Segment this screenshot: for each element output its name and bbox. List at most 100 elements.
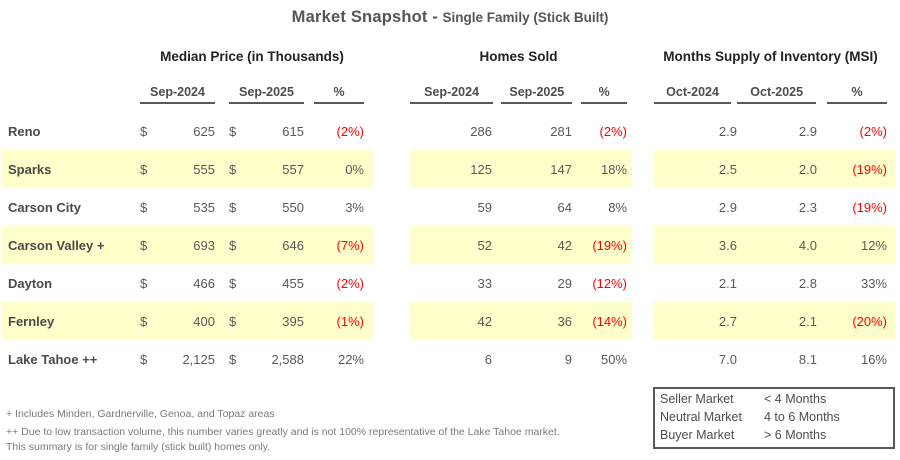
msi-2024-value: 3.6 <box>718 237 737 253</box>
table-row: Lake Tahoe ++ $ 2,125 $ 2,588 22% 6 9 50… <box>2 340 898 378</box>
report-subtitle: Single Family (Stick Built) <box>442 10 609 25</box>
homes-sold-2024-value: 33 <box>477 275 492 291</box>
median-col-sep2024: Sep-2024 <box>140 85 215 104</box>
footnote-lake-tahoe: ++ Due to low transaction volume, this n… <box>6 426 560 438</box>
median-price-title: Median Price (in Thousands) <box>160 48 344 64</box>
median-price-pct-change: (2%) <box>336 275 364 291</box>
row-homes-sold-cells: 59 64 8% <box>410 188 632 226</box>
median-price-2024-value: 400 <box>193 313 215 329</box>
table-row: Carson Valley + $ 693 $ 646 (7%) 52 42 (… <box>2 226 898 264</box>
row-msi-cells: 2.9 2.9 (2%) <box>654 112 895 150</box>
msi-columns: Oct-2024 Oct-2025 % <box>654 82 895 106</box>
median-price-2024-value: 625 <box>193 123 215 139</box>
median-col-pct: % <box>314 85 364 104</box>
row-homes-sold-cells: 125 147 18% <box>410 150 632 188</box>
median-price-2024-value: 2,125 <box>182 351 215 367</box>
median-price-pct-change: 3% <box>345 199 364 215</box>
dollar-sign: $ <box>140 313 148 329</box>
row-homes-sold-cells: 33 29 (12%) <box>410 264 632 302</box>
dollar-sign: $ <box>140 237 148 253</box>
dollar-sign: $ <box>140 161 148 177</box>
msi-title: Months Supply of Inventory (MSI) <box>663 48 878 64</box>
homes-sold-2025-value: 147 <box>550 161 572 177</box>
footnote-summary-scope: This summary is for single family (stick… <box>6 441 271 453</box>
homes-sold-pct-change: (14%) <box>592 313 627 329</box>
median-price-pct-change: (7%) <box>336 237 364 253</box>
median-price-2025-value: 557 <box>282 161 304 177</box>
section-titles-row: Median Price (in Thousands) Homes Sold M… <box>2 46 898 66</box>
region-label: Carson Valley + <box>8 237 105 253</box>
homes-sold-2024-value: 6 <box>484 351 492 367</box>
legend-row-neutral: Neutral Market 4 to 6 Months <box>660 410 888 426</box>
row-homes-sold-cells: 286 281 (2%) <box>410 112 632 150</box>
dollar-sign: $ <box>229 161 237 177</box>
dollar-sign: $ <box>140 275 148 291</box>
msi-2025-value: 2.0 <box>798 161 817 177</box>
median-price-2025-value: 646 <box>282 237 304 253</box>
dollar-sign: $ <box>140 199 148 215</box>
row-msi-cells: 2.1 2.8 33% <box>654 264 895 302</box>
seller-market-range: < 4 Months <box>764 392 827 407</box>
row-median-price-cells: Carson City $ 535 $ 550 3% <box>2 188 374 226</box>
median-price-2025-value: 395 <box>282 313 304 329</box>
msi-pct-change: 12% <box>860 237 887 253</box>
homes-sold-columns: Sep-2024 Sep-2025 % <box>410 82 632 106</box>
homes-col-sep2025: Sep-2025 <box>501 85 573 104</box>
homes-sold-2025-value: 281 <box>550 123 572 139</box>
median-price-pct-change: 22% <box>337 351 364 367</box>
dollar-sign: $ <box>229 275 237 291</box>
dollar-sign: $ <box>229 123 237 139</box>
msi-2024-value: 2.9 <box>718 199 737 215</box>
median-price-2025-value: 550 <box>282 199 304 215</box>
row-msi-cells: 3.6 4.0 12% <box>654 226 895 264</box>
row-median-price-cells: Fernley $ 400 $ 395 (1%) <box>2 302 374 340</box>
median-price-2024-value: 555 <box>193 161 215 177</box>
row-msi-cells: 2.9 2.3 (19%) <box>654 188 895 226</box>
homes-sold-2024-value: 59 <box>477 199 492 215</box>
row-median-price-cells: Lake Tahoe ++ $ 2,125 $ 2,588 22% <box>2 340 374 378</box>
median-price-section-header: Median Price (in Thousands) <box>2 46 374 66</box>
msi-2025-value: 4.0 <box>798 237 817 253</box>
median-col-sep2025: Sep-2025 <box>229 85 304 104</box>
row-homes-sold-cells: 6 9 50% <box>410 340 632 378</box>
report-title: Market Snapshot - <box>291 8 439 26</box>
homes-sold-pct-change: (2%) <box>599 123 627 139</box>
msi-2024-value: 2.9 <box>718 123 737 139</box>
median-price-2025-value: 2,588 <box>271 351 304 367</box>
median-price-pct-change: 0% <box>345 161 364 177</box>
homes-sold-section-header: Homes Sold <box>410 46 632 66</box>
column-headers-row: Sep-2024 Sep-2025 % Sep-2024 Sep-2025 % … <box>2 82 898 106</box>
table-row: Sparks $ 555 $ 557 0% 125 147 18% 2.5 2.… <box>2 150 898 188</box>
homes-sold-2025-value: 42 <box>557 237 572 253</box>
table-rows: Reno $ 625 $ 615 (2%) 286 281 (2%) 2.9 2… <box>2 112 898 378</box>
msi-2025-value: 2.9 <box>798 123 817 139</box>
neutral-market-range: 4 to 6 Months <box>764 410 840 425</box>
region-label: Carson City <box>8 199 81 215</box>
homes-sold-pct-change: 8% <box>608 199 627 215</box>
homes-sold-pct-change: (19%) <box>592 237 627 253</box>
homes-sold-2025-value: 36 <box>557 313 572 329</box>
table-row: Carson City $ 535 $ 550 3% 59 64 8% 2.9 … <box>2 188 898 226</box>
dollar-sign: $ <box>140 351 148 367</box>
region-label: Fernley <box>8 313 55 329</box>
row-median-price-cells: Carson Valley + $ 693 $ 646 (7%) <box>2 226 374 264</box>
row-msi-cells: 7.0 8.1 16% <box>654 340 895 378</box>
dollar-sign: $ <box>229 237 237 253</box>
median-price-2024-value: 535 <box>193 199 215 215</box>
page-title: Market Snapshot - Single Family (Stick B… <box>0 8 900 27</box>
msi-col-oct2025: Oct-2025 <box>737 85 817 104</box>
msi-pct-change: (2%) <box>859 123 887 139</box>
homes-col-pct: % <box>581 85 627 104</box>
homes-sold-2024-value: 286 <box>470 123 492 139</box>
footnote-carson-valley: + Includes Minden, Gardnerville, Genoa, … <box>6 408 275 420</box>
msi-2025-value: 2.1 <box>798 313 817 329</box>
homes-sold-title: Homes Sold <box>479 48 558 64</box>
median-price-2025-value: 455 <box>282 275 304 291</box>
msi-2025-value: 2.3 <box>798 199 817 215</box>
median-price-pct-change: (1%) <box>336 313 364 329</box>
msi-pct-change: 16% <box>860 351 887 367</box>
homes-sold-2024-value: 125 <box>470 161 492 177</box>
msi-pct-change: (19%) <box>852 161 887 177</box>
msi-col-oct2024: Oct-2024 <box>654 85 732 104</box>
